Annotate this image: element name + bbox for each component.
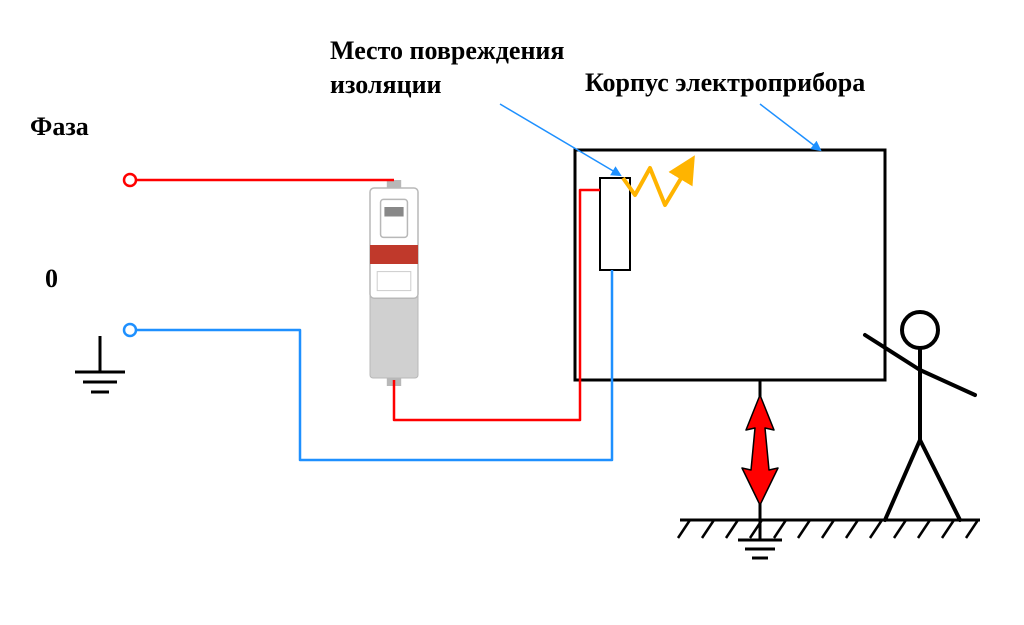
earth-symbol-left <box>75 372 125 392</box>
earth-symbol-right <box>738 520 782 558</box>
ground-hatch <box>678 520 978 538</box>
fault-zigzag-icon <box>623 160 692 205</box>
phase-wire <box>136 180 600 420</box>
label-enclosure: Корпус электроприбора <box>585 68 865 98</box>
pointer-fault <box>500 104 620 175</box>
fault-current-arrow-icon <box>742 395 778 505</box>
circuit-breaker-icon <box>370 180 418 386</box>
component-box <box>600 178 630 270</box>
label-fault-2: изоляции <box>330 70 442 100</box>
phase-terminal <box>124 174 136 186</box>
label-phase: Фаза <box>30 112 89 142</box>
label-fault-1: Место повреждения <box>330 36 564 66</box>
neutral-terminal <box>124 324 136 336</box>
person-icon <box>865 312 975 520</box>
label-neutral: 0 <box>45 264 58 294</box>
pointer-enclosure <box>760 104 820 150</box>
